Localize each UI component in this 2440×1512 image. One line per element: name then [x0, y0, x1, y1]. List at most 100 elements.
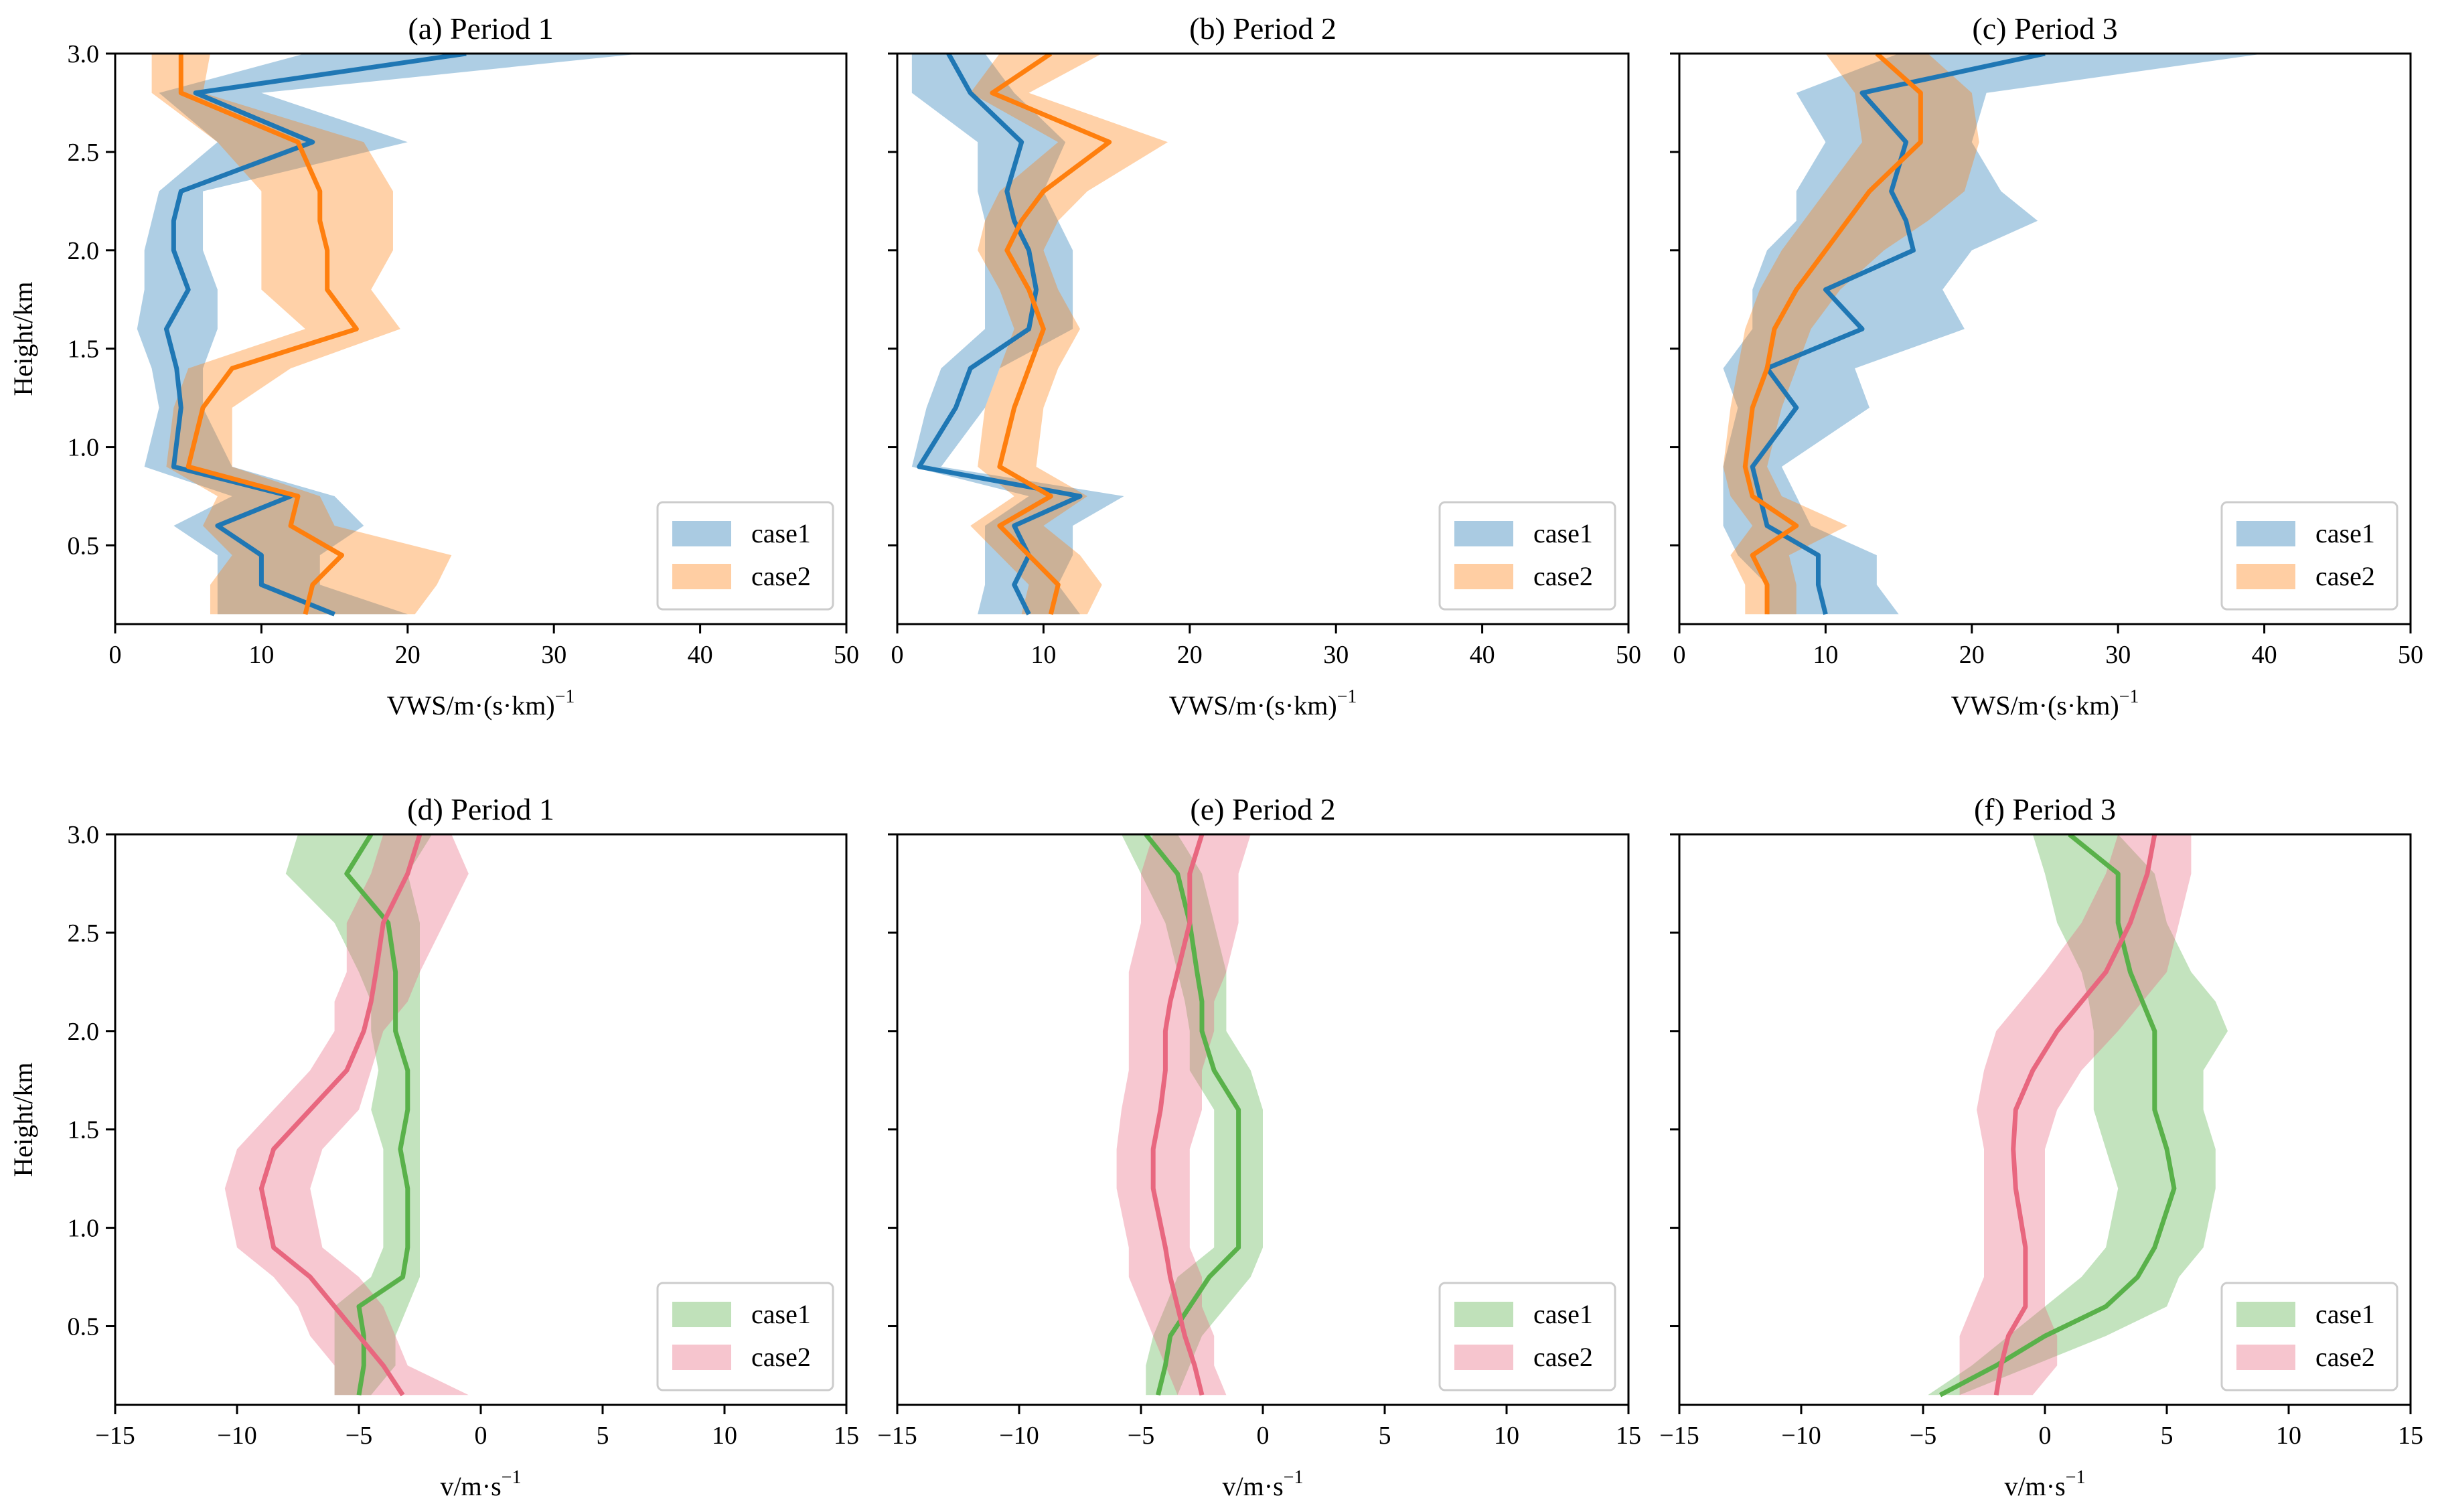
- x-tick-label-a: 50: [834, 641, 859, 669]
- x-tick-label-d: 0: [475, 1422, 487, 1450]
- panel-title-a: (a) Period 1: [408, 11, 553, 46]
- legend-box-b: [1438, 501, 1616, 611]
- legend-swatch-d-case1: [672, 1302, 731, 1327]
- panel-title-f: (f) Period 3: [1974, 792, 2116, 826]
- x-axis-label-e: v/m·s−1: [1223, 1467, 1304, 1501]
- panel-c: 0 10 20 30 40 50 (c) Period 3 VWS/m·(s·km)−1 cas…: [1670, 11, 2423, 721]
- y-tick-label-a: 1.5: [68, 335, 100, 364]
- legend-box-f: [2220, 1282, 2398, 1391]
- legend-label-e-case1: case1: [1533, 1299, 1593, 1329]
- line-c-case1: [1750, 54, 2046, 615]
- line-d-case2: [258, 834, 423, 1397]
- x-axis-label-f: v/m·s−1: [2005, 1467, 2086, 1501]
- legend-swatch-b-case2: [1454, 564, 1513, 589]
- y-tick-label-d: 3.0: [68, 821, 100, 849]
- legend-label-b-case2: case2: [1533, 561, 1593, 591]
- plot-area-c: [1723, 54, 2265, 615]
- x-axis-label-d: v/m·s−1: [441, 1467, 522, 1501]
- legend-f: case1 case2: [2220, 1282, 2398, 1391]
- legend-swatch-a-case2: [672, 564, 731, 589]
- band-c-case1: [1723, 54, 2265, 615]
- legend-swatch-c-case1: [2236, 521, 2295, 546]
- line-a-case2: [178, 54, 359, 615]
- x-axis-label-c: VWS/m·(s·km)−1: [1951, 686, 2139, 721]
- x-tick-label-a: 40: [688, 641, 713, 669]
- panel-e: −15 −10 −5 0 5 10 15(e) Period 2v/m·s−1case1ca…: [877, 792, 1641, 1501]
- legend-label-f-case1: case1: [2315, 1299, 2375, 1329]
- legend-swatch-b-case1: [1454, 521, 1513, 546]
- panel-title-b: (b) Period 2: [1189, 11, 1337, 46]
- y-tick-label-a: 3.0: [68, 40, 100, 68]
- legend-a: case1 case2: [656, 501, 834, 611]
- y-tick-label-d: 2.5: [68, 919, 100, 948]
- band-b-case2: [970, 54, 1168, 615]
- y-axis-label-a: Height/km: [8, 281, 38, 396]
- x-tick-label-e: −10: [999, 1422, 1039, 1450]
- plot-area-f: [1928, 834, 2228, 1397]
- legend-b: case1 case2: [1438, 501, 1616, 611]
- y-tick-label-d: 2.0: [68, 1018, 100, 1046]
- legend-box-e: [1438, 1282, 1616, 1391]
- legend-label-a-case2: case2: [751, 561, 811, 591]
- y-tick-label-a: 1.0: [68, 434, 100, 462]
- x-tick-label-f: −10: [1781, 1422, 1821, 1450]
- legend-swatch-a-case1: [672, 521, 731, 546]
- y-tick-label-d: 1.0: [68, 1215, 100, 1243]
- panel-f: −15 −10 −5 0 5 10 15(f) Period 3v/m·s−1case1ca…: [1659, 792, 2423, 1501]
- line-f-case1: [1938, 834, 2177, 1397]
- x-tick-label-a: 20: [395, 641, 421, 669]
- band-a-case1: [137, 54, 642, 615]
- legend-box-d: [656, 1282, 834, 1391]
- x-tick-label-f: 15: [2398, 1422, 2423, 1450]
- legend-d: case1 case2: [656, 1282, 834, 1391]
- x-tick-label-f: 0: [2039, 1422, 2052, 1450]
- band-c-case2: [1723, 54, 1979, 615]
- x-tick-label-e: 5: [1379, 1422, 1391, 1450]
- x-tick-label-b: 20: [1177, 641, 1203, 669]
- legend-label-e-case2: case2: [1533, 1342, 1593, 1372]
- x-axis-label-a: VWS/m·(s·km)−1: [387, 686, 575, 721]
- legend-box-a: [656, 501, 834, 611]
- legend-swatch-c-case2: [2236, 564, 2295, 589]
- x-tick-label-d: −15: [95, 1422, 135, 1450]
- plot-area-a: [137, 54, 642, 617]
- panel-title-c: (c) Period 3: [1972, 11, 2117, 46]
- legend-label-a-case1: case1: [751, 518, 811, 548]
- axes-frame-b: [896, 52, 1630, 625]
- line-b-case1: [917, 54, 1083, 615]
- legend-swatch-e-case2: [1454, 1345, 1513, 1370]
- x-tick-label-e: 0: [1257, 1422, 1270, 1450]
- legend-box-c: [2220, 501, 2398, 611]
- y-tick-label-a: 2.0: [68, 237, 100, 265]
- legend-label-b-case1: case1: [1533, 518, 1593, 548]
- x-tick-label-d: 5: [597, 1422, 609, 1450]
- legend-label-f-case2: case2: [2315, 1342, 2375, 1372]
- x-tick-label-d: 15: [834, 1422, 859, 1450]
- y-tick-label-d: 1.5: [68, 1116, 100, 1144]
- line-d-case1: [344, 834, 410, 1395]
- legend-swatch-f-case2: [2236, 1345, 2295, 1370]
- y-tick-label-d: 0.5: [68, 1312, 100, 1341]
- legend-e: case1 case2: [1438, 1282, 1616, 1391]
- band-e-case1: [1121, 834, 1263, 1395]
- panel-title-d: (d) Period 1: [407, 792, 554, 826]
- y-tick-label-a: 0.5: [68, 532, 100, 560]
- line-e-case2: [1150, 834, 1205, 1396]
- x-tick-label-a: 10: [248, 641, 274, 669]
- x-tick-label-d: −10: [217, 1422, 256, 1450]
- legend-label-c-case2: case2: [2315, 561, 2375, 591]
- y-tick-label-a: 2.5: [68, 139, 100, 167]
- line-b-case2: [990, 54, 1112, 615]
- line-a-case1: [163, 54, 467, 617]
- x-tick-label-e: 10: [1494, 1422, 1519, 1450]
- legend-swatch-e-case1: [1454, 1302, 1513, 1327]
- legend-swatch-f-case1: [2236, 1302, 2295, 1327]
- x-tick-label-b: 40: [1470, 641, 1495, 669]
- legend-label-d-case1: case1: [751, 1299, 811, 1329]
- line-f-case2: [1993, 834, 2157, 1395]
- x-tick-label-c: 0: [1673, 641, 1686, 669]
- panel-b: 0 10 20 30 40 50 (b) Period 2 VWS/m·(s·km)−1 cas…: [888, 11, 1641, 721]
- x-tick-label-f: −5: [1910, 1422, 1936, 1450]
- plot-area-e: [1116, 834, 1263, 1396]
